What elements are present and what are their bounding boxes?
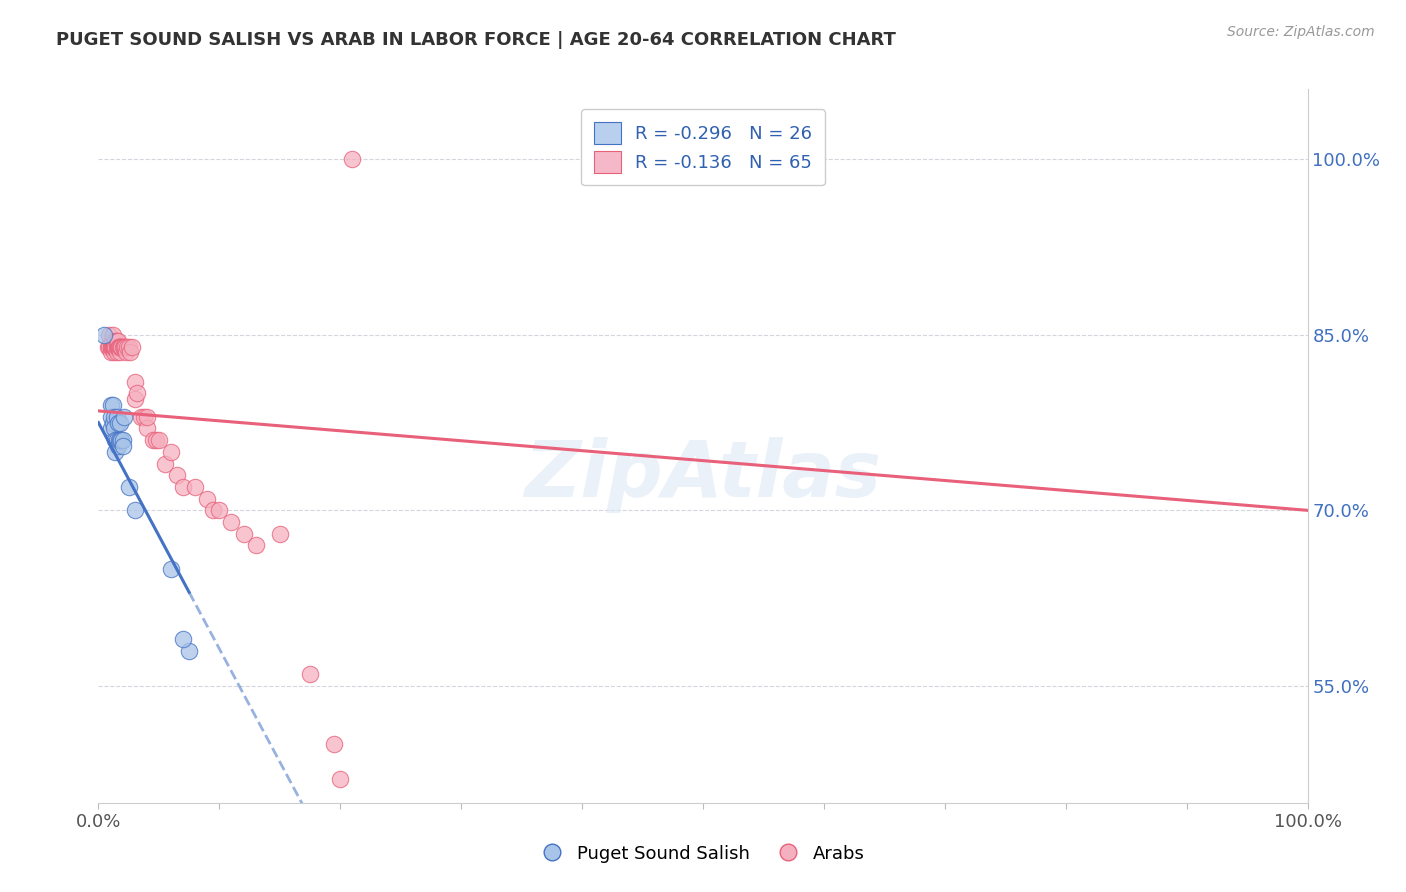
- Point: [134, 409, 156, 424]
- Point: [160, 562, 183, 576]
- Point: [111, 433, 134, 447]
- Point: [104, 445, 127, 459]
- Point: [100, 421, 122, 435]
- Point: [184, 480, 207, 494]
- Point: [160, 445, 183, 459]
- Point: [104, 340, 127, 354]
- Point: [108, 340, 131, 354]
- Point: [108, 416, 131, 430]
- Point: [100, 340, 122, 354]
- Point: [129, 409, 152, 424]
- Point: [323, 737, 346, 751]
- Point: [172, 480, 194, 494]
- Point: [103, 340, 125, 354]
- Text: ZipAtlas: ZipAtlas: [524, 436, 882, 513]
- Point: [108, 340, 131, 354]
- Text: PUGET SOUND SALISH VS ARAB IN LABOR FORCE | AGE 20-64 CORRELATION CHART: PUGET SOUND SALISH VS ARAB IN LABOR FORC…: [56, 31, 896, 49]
- Point: [104, 334, 127, 348]
- Point: [153, 457, 176, 471]
- Legend: Puget Sound Salish, Arabs: Puget Sound Salish, Arabs: [531, 835, 875, 872]
- Point: [93, 327, 115, 342]
- Point: [101, 416, 124, 430]
- Point: [179, 644, 201, 658]
- Point: [100, 345, 122, 359]
- Point: [118, 340, 141, 354]
- Point: [107, 334, 129, 348]
- Point: [108, 345, 131, 359]
- Point: [135, 421, 157, 435]
- Point: [105, 334, 128, 348]
- Point: [110, 433, 132, 447]
- Point: [100, 409, 122, 424]
- Point: [100, 340, 122, 354]
- Point: [195, 491, 218, 506]
- Point: [111, 439, 134, 453]
- Point: [101, 398, 124, 412]
- Point: [108, 433, 131, 447]
- Point: [104, 340, 127, 354]
- Point: [101, 327, 124, 342]
- Point: [107, 439, 129, 453]
- Point: [101, 340, 124, 354]
- Point: [269, 526, 291, 541]
- Point: [121, 340, 143, 354]
- Point: [166, 468, 188, 483]
- Point: [115, 345, 138, 359]
- Point: [103, 345, 125, 359]
- Point: [114, 340, 136, 354]
- Point: [103, 409, 125, 424]
- Point: [107, 340, 129, 354]
- Point: [145, 433, 167, 447]
- Point: [101, 340, 124, 354]
- Point: [124, 392, 146, 407]
- Point: [108, 433, 131, 447]
- Point: [100, 398, 122, 412]
- Point: [111, 340, 134, 354]
- Point: [172, 632, 194, 646]
- Point: [103, 340, 125, 354]
- Point: [100, 340, 122, 354]
- Point: [245, 538, 267, 552]
- Point: [105, 409, 128, 424]
- Point: [202, 503, 225, 517]
- Text: Source: ZipAtlas.com: Source: ZipAtlas.com: [1227, 25, 1375, 39]
- Point: [107, 340, 129, 354]
- Point: [104, 433, 127, 447]
- Point: [208, 503, 231, 517]
- Point: [221, 515, 243, 529]
- Point: [105, 433, 128, 447]
- Point: [97, 340, 120, 354]
- Point: [100, 334, 122, 348]
- Point: [107, 416, 129, 430]
- Point: [118, 345, 141, 359]
- Point: [124, 375, 146, 389]
- Point: [98, 340, 121, 354]
- Point: [108, 340, 131, 354]
- Point: [103, 421, 125, 435]
- Point: [98, 327, 121, 342]
- Point: [112, 340, 135, 354]
- Point: [127, 386, 149, 401]
- Point: [110, 340, 132, 354]
- Point: [118, 480, 141, 494]
- Point: [135, 409, 157, 424]
- Point: [100, 340, 122, 354]
- Point: [112, 409, 135, 424]
- Point: [232, 526, 254, 541]
- Point: [117, 340, 139, 354]
- Point: [342, 153, 364, 167]
- Point: [299, 667, 322, 681]
- Point: [105, 345, 128, 359]
- Point: [103, 340, 125, 354]
- Legend: R = -0.296   N = 26, R = -0.136   N = 65: R = -0.296 N = 26, R = -0.136 N = 65: [581, 109, 825, 186]
- Point: [110, 340, 132, 354]
- Point: [105, 340, 128, 354]
- Point: [142, 433, 165, 447]
- Point: [329, 772, 352, 787]
- Point: [148, 433, 170, 447]
- Point: [124, 503, 146, 517]
